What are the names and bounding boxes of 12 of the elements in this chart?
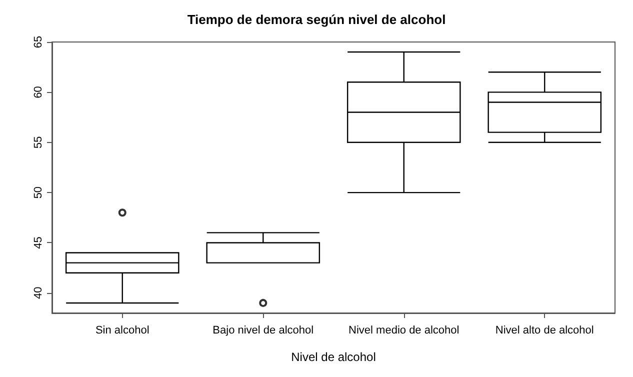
x-tick-label: Bajo nivel de alcohol <box>212 324 314 336</box>
y-tick-label: 50 <box>32 186 44 199</box>
y-tick-label: 45 <box>32 236 44 249</box>
chart-title: Tiempo de demora según nivel de alcohol <box>187 12 446 27</box>
y-tick-label: 65 <box>32 36 44 48</box>
x-tick-label: Sin alcohol <box>95 324 150 336</box>
y-tick-label: 40 <box>32 286 44 300</box>
x-axis-title: Nivel de alcohol <box>291 350 376 364</box>
y-tick-label: 55 <box>32 136 44 148</box>
x-tick-label: Nivel alto de alcohol <box>495 324 594 336</box>
y-tick-label: 60 <box>32 86 44 98</box>
x-tick-label: Nivel medio de alcohol <box>348 324 460 336</box>
